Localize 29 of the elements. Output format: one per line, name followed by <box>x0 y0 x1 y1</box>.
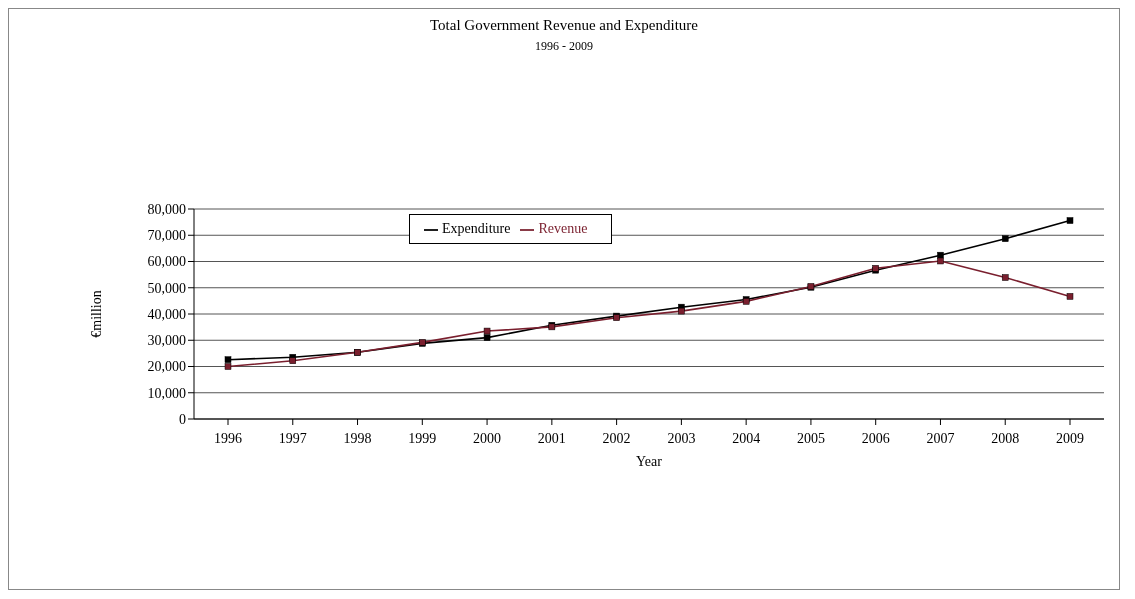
x-tick-label: 1997 <box>278 430 307 446</box>
legend-label: Expenditure <box>442 221 511 236</box>
y-tick-label: 20,000 <box>147 359 186 375</box>
x-tick-label: 2006 <box>861 430 890 446</box>
chart-subtitle: 1996 - 2009 <box>534 39 594 54</box>
y-tick-label: 70,000 <box>147 228 186 244</box>
x-axis-title: Year <box>635 454 663 470</box>
x-tick-label: 1999 <box>408 430 437 446</box>
x-tick-label: 2001 <box>537 430 566 446</box>
legend-label: Revenue <box>538 221 588 236</box>
x-tick-label: 2002 <box>602 430 631 446</box>
x-tick-label: 2004 <box>732 430 761 446</box>
x-tick-label: 2007 <box>926 430 955 446</box>
x-tick-label: 2000 <box>473 430 502 446</box>
x-tick-label: 1998 <box>343 430 372 446</box>
x-tick-label: 2008 <box>991 430 1020 446</box>
y-tick-label: 10,000 <box>147 385 186 401</box>
x-tick-label: 1996 <box>214 430 242 446</box>
x-tick-label: 2009 <box>1056 430 1084 446</box>
chart-title: Total Government Revenue and Expenditure <box>429 17 699 34</box>
y-tick-label: 40,000 <box>147 306 186 322</box>
y-tick-label: 80,000 <box>147 201 186 217</box>
y-tick-label: 30,000 <box>147 333 186 349</box>
y-tick-label: 0 <box>179 411 186 427</box>
x-tick-label: 2003 <box>667 430 696 446</box>
y-tick-label: 50,000 <box>147 280 186 296</box>
y-axis-title: €million <box>89 290 105 338</box>
x-tick-label: 2005 <box>796 430 825 446</box>
y-tick-label: 60,000 <box>147 254 186 270</box>
